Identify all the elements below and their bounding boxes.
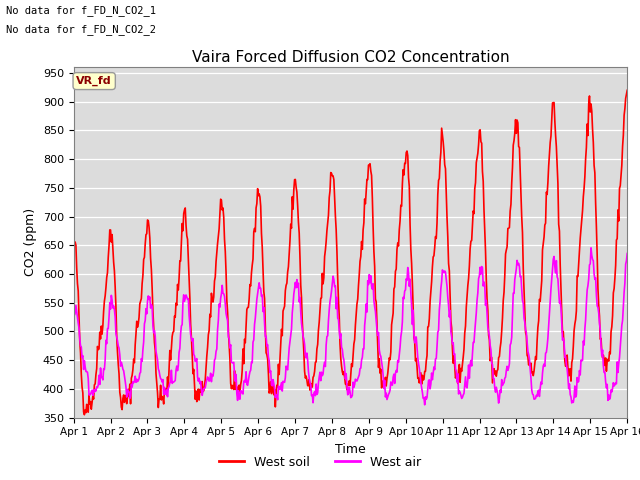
West air [421,402,429,408]
West air [435,327,442,333]
West air [623,251,631,256]
West air [70,306,77,312]
West air [80,367,88,372]
West soil [435,178,442,183]
West soil [419,372,426,378]
West soil [623,87,631,93]
Line: West soil: West soil [74,90,627,415]
West soil [81,412,88,418]
Line: West air: West air [74,248,627,405]
West air [418,385,426,391]
West soil [223,297,230,303]
West soil [138,296,145,301]
Text: No data for f_FD_N_CO2_1: No data for f_FD_N_CO2_1 [6,5,156,16]
Text: VR_fd: VR_fd [76,76,112,86]
West air [193,356,200,361]
Legend: West soil, West air: West soil, West air [214,451,426,474]
Title: Vaira Forced Diffusion CO2 Concentration: Vaira Forced Diffusion CO2 Concentration [191,49,509,65]
West air [137,370,145,375]
West air [222,311,230,316]
West air [587,245,595,251]
West soil [70,237,77,242]
West soil [80,409,88,415]
Text: No data for f_FD_N_CO2_2: No data for f_FD_N_CO2_2 [6,24,156,35]
Y-axis label: CO2 (ppm): CO2 (ppm) [24,208,37,276]
X-axis label: Time: Time [335,443,366,456]
West soil [194,389,202,395]
